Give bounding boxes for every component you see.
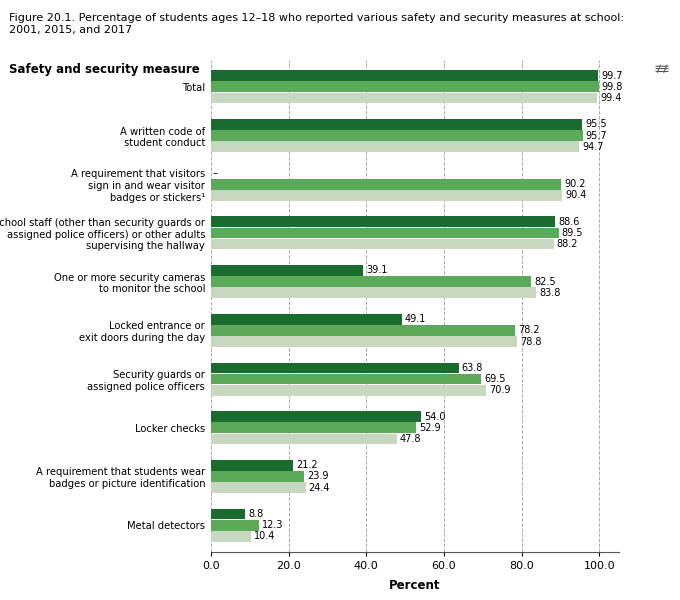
- Text: 10.4: 10.4: [254, 532, 275, 541]
- Bar: [211, 520, 258, 530]
- Bar: [211, 434, 396, 445]
- Text: 49.1: 49.1: [405, 314, 426, 324]
- Text: 82.5: 82.5: [534, 277, 556, 287]
- Bar: [211, 265, 362, 276]
- Text: 83.8: 83.8: [539, 288, 561, 298]
- Text: 52.9: 52.9: [420, 423, 441, 433]
- Text: 54.0: 54.0: [424, 412, 445, 422]
- Bar: [211, 471, 304, 482]
- Text: 12.3: 12.3: [262, 520, 283, 530]
- Bar: [211, 119, 582, 130]
- Text: 47.8: 47.8: [400, 434, 421, 444]
- Bar: [211, 325, 515, 336]
- Text: 39.1: 39.1: [366, 265, 387, 275]
- Text: 99.7: 99.7: [601, 71, 623, 80]
- Bar: [211, 217, 555, 227]
- Bar: [211, 82, 598, 92]
- Bar: [211, 70, 598, 81]
- Text: 63.8: 63.8: [462, 363, 483, 373]
- Bar: [211, 411, 421, 422]
- Text: 23.9: 23.9: [307, 472, 328, 481]
- Text: 88.2: 88.2: [557, 239, 578, 249]
- Text: 21.2: 21.2: [296, 460, 318, 470]
- X-axis label: Percent: Percent: [389, 580, 441, 592]
- Bar: [211, 314, 402, 325]
- Text: 88.6: 88.6: [558, 217, 579, 227]
- Text: 78.8: 78.8: [520, 337, 541, 347]
- Text: 2001, 2015, and 2017: 2001, 2015, and 2017: [9, 25, 132, 35]
- Bar: [211, 422, 416, 433]
- Text: Safety and security measure: Safety and security measure: [9, 63, 200, 76]
- Text: 8.8: 8.8: [248, 509, 263, 519]
- Bar: [211, 509, 245, 520]
- Text: 24.4: 24.4: [309, 482, 330, 493]
- Bar: [211, 374, 481, 385]
- Bar: [211, 142, 579, 152]
- Bar: [211, 130, 583, 141]
- Text: 90.4: 90.4: [565, 190, 587, 200]
- Text: 94.7: 94.7: [582, 142, 603, 152]
- Bar: [211, 362, 459, 373]
- Text: 99.8: 99.8: [602, 82, 623, 92]
- Text: ≢≢: ≢≢: [655, 63, 670, 76]
- Bar: [211, 276, 531, 287]
- Text: Figure 20.1. Percentage of students ages 12–18 who reported various safety and s: Figure 20.1. Percentage of students ages…: [9, 13, 624, 23]
- Text: –: –: [213, 168, 218, 178]
- Bar: [211, 227, 558, 238]
- Text: 95.7: 95.7: [585, 131, 607, 140]
- Bar: [211, 531, 251, 542]
- Text: 89.5: 89.5: [562, 228, 583, 238]
- Bar: [211, 287, 537, 298]
- Bar: [211, 385, 486, 395]
- Bar: [211, 190, 562, 201]
- Text: 90.2: 90.2: [564, 179, 586, 189]
- Bar: [211, 179, 561, 190]
- Bar: [211, 482, 305, 493]
- Bar: [211, 239, 554, 250]
- Text: 95.5: 95.5: [585, 119, 607, 130]
- Bar: [211, 460, 293, 470]
- Bar: [211, 336, 517, 347]
- Text: 70.9: 70.9: [490, 385, 511, 395]
- Bar: [211, 92, 597, 103]
- Text: 78.2: 78.2: [517, 325, 539, 335]
- Text: 99.4: 99.4: [600, 93, 622, 103]
- Text: 69.5: 69.5: [484, 374, 505, 384]
